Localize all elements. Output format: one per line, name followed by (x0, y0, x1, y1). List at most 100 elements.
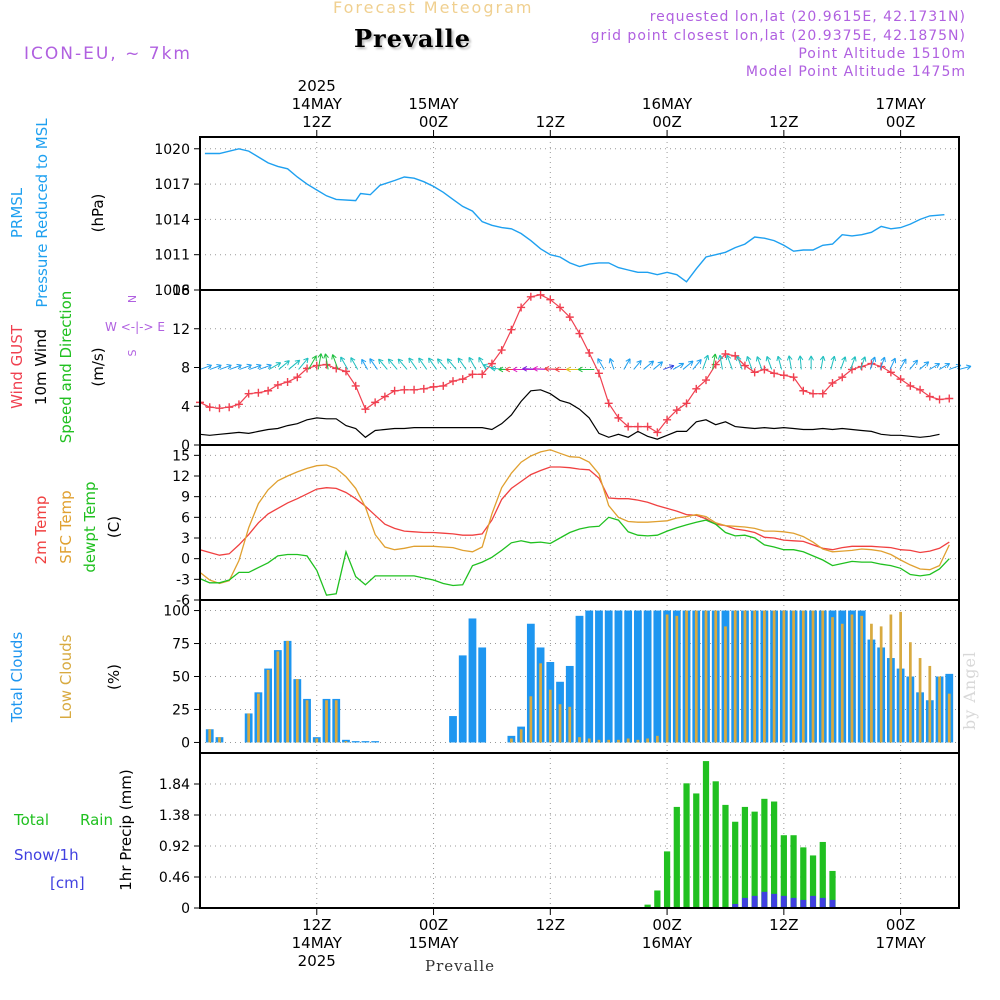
total-cloud-bar (351, 741, 360, 743)
gust-marker (507, 325, 516, 334)
wind-direction-arrow (736, 355, 743, 370)
gust-marker (487, 359, 496, 368)
gust-marker (361, 405, 370, 414)
wind-speed-line (199, 389, 940, 440)
wind-direction-arrow (797, 355, 804, 370)
compass-south: S (126, 349, 139, 356)
total-cloud-bar (458, 655, 467, 743)
ytick-label-precip: 0.46 (159, 870, 190, 886)
top-time-label: 00Z (652, 113, 681, 131)
ytick-label-temperature: 9 (181, 490, 190, 506)
wind-direction-arrow (682, 360, 694, 370)
total-cloud-bar (633, 610, 642, 743)
low-cloud-bar (704, 610, 708, 743)
gust-marker (779, 371, 788, 380)
snow-bar (742, 897, 748, 908)
low-cloud-bar (899, 611, 902, 743)
wind-direction-arrow (331, 354, 339, 370)
gust-marker (789, 373, 798, 382)
label-wind-unit: (m/s) (89, 347, 107, 386)
gust-marker (770, 369, 779, 378)
low-cloud-bar (928, 665, 932, 743)
ytick-label-pressure: 1014 (154, 212, 190, 228)
snow-bar (771, 893, 778, 908)
gust-marker (818, 389, 827, 398)
gust-marker (264, 386, 273, 395)
wind-direction-arrow (361, 358, 369, 370)
bottom-time-label: 16MAY (642, 934, 693, 952)
low-cloud-bar (763, 610, 766, 743)
wind-direction-arrow (288, 359, 301, 370)
wind-direction-arrow (577, 366, 595, 373)
low-cloud-bar (510, 738, 513, 743)
label-rain: Rain (80, 811, 113, 829)
low-cloud-bar (772, 610, 776, 743)
low-cloud-bar (266, 669, 270, 743)
bottom-time-label: 15MAY (408, 934, 459, 952)
label-dewpt-temp: dewpt Temp (81, 481, 99, 572)
ytick-label-wind: 8 (181, 361, 190, 377)
wind-direction-arrow (755, 356, 763, 370)
label-snow: Snow/1h (14, 846, 79, 864)
top-time-label: 16MAY (642, 95, 693, 113)
wind-direction-arrow (663, 364, 675, 370)
low-cloud-bar (305, 700, 309, 743)
wind-direction-arrow (350, 357, 359, 370)
sfc-temp-line (199, 449, 950, 585)
label-speed-direction: Speed and Direction (57, 291, 75, 444)
gust-marker (585, 348, 594, 357)
compass-west-east: W <-|-> E (105, 320, 165, 334)
low-cloud-bar (801, 610, 805, 743)
gust-marker (254, 388, 263, 397)
compass-north: N (126, 295, 139, 303)
panel-pressure (194, 137, 959, 291)
ytick-label-pressure: 1011 (154, 248, 190, 264)
wind-direction-arrow (765, 355, 773, 370)
low-cloud-bar (587, 738, 591, 743)
total-cloud-bar (604, 610, 613, 743)
snow-bar (810, 895, 816, 908)
snow-bar (800, 899, 807, 908)
rain-bar (693, 793, 700, 908)
low-cloud-bar (315, 738, 319, 743)
gust-marker (215, 404, 224, 413)
wind-direction-arrow (643, 360, 655, 370)
bottom-time-label: 00Z (652, 916, 681, 934)
low-cloud-bar (792, 610, 795, 743)
gust-marker (439, 381, 448, 390)
wind-direction-arrow (258, 363, 272, 370)
wind-direction-arrow (633, 359, 642, 370)
wind-direction-arrow (369, 358, 378, 370)
snow-bar (780, 895, 787, 908)
low-cloud-bar (840, 623, 844, 743)
ytick-label-temperature: -6 (176, 593, 190, 609)
wind-direction-arrow (199, 363, 213, 370)
rain-bar (732, 821, 739, 908)
low-cloud-bar (811, 610, 815, 743)
low-cloud-bar (918, 658, 922, 743)
low-cloud-bar (626, 738, 630, 743)
low-cloud-bar (694, 610, 698, 743)
label-2m-temp: 2m Temp (32, 496, 50, 565)
gust-marker (546, 295, 555, 304)
top-time-label: 00Z (886, 113, 915, 131)
rain-bar (761, 798, 768, 908)
total-cloud-bar (624, 610, 633, 743)
wind-direction-arrow (725, 354, 733, 370)
gust-marker (682, 399, 691, 408)
rain-bar (722, 804, 729, 908)
temp-2m-line (199, 466, 950, 556)
low-cloud-bar (665, 614, 669, 743)
ytick-label-clouds: 100 (163, 604, 190, 620)
gust-marker (692, 384, 701, 393)
gust-marker (351, 381, 360, 390)
gust-marker (556, 303, 565, 312)
gust-marker (419, 384, 428, 393)
top-time-label: 00Z (419, 113, 448, 131)
low-cloud-bar (655, 735, 659, 743)
model-label: ICON-EU, ~ 7km (24, 44, 192, 64)
wind-direction-arrow (850, 356, 857, 370)
wind-direction-arrow (408, 357, 418, 370)
ytick-label-wind: 12 (172, 322, 190, 338)
